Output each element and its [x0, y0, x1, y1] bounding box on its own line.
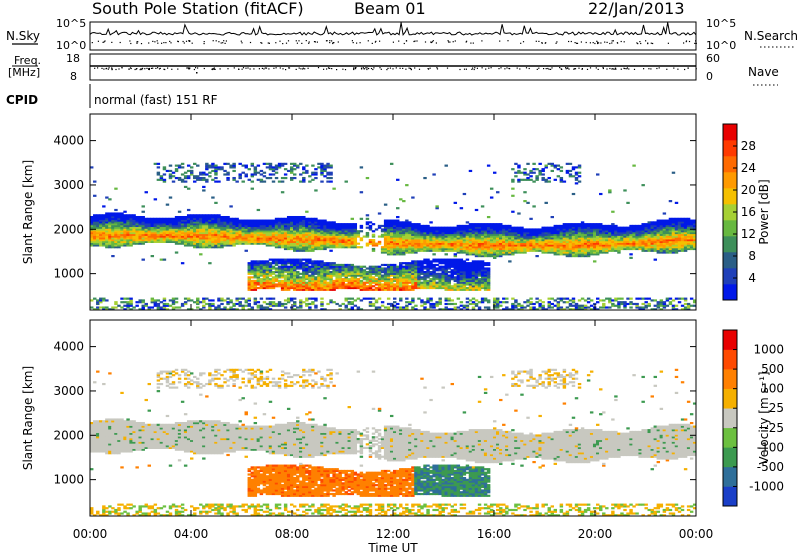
- cpid-label: CPID: [6, 93, 38, 107]
- velocity-colorbar-label: Velocity [m s⁻¹]: [757, 371, 771, 464]
- beam-title: Beam 01: [354, 0, 426, 18]
- power-colorbar-segment: [723, 220, 737, 237]
- power-colorbar-segment: [723, 268, 737, 285]
- power-colorbar-tick: 16: [741, 205, 756, 219]
- nsearch-tick-top: 10^5: [706, 17, 736, 30]
- velocity-colorbar-segment: [723, 486, 737, 507]
- power-heatmap: [90, 162, 697, 311]
- xtick-label: 00:00: [73, 527, 108, 541]
- velocity-colorbar-segment: [723, 388, 737, 409]
- power-colorbar-segment: [723, 284, 737, 301]
- date-title: 22/Jan/2013: [588, 0, 685, 18]
- power-colorbar-segment: [723, 124, 737, 141]
- velocity-ytick-label: 1000: [53, 473, 84, 487]
- xtick-label: 04:00: [174, 527, 209, 541]
- power-ytick-label: 4000: [53, 134, 84, 148]
- nave-label: Nave: [748, 65, 779, 79]
- velocity-ylabel: Slant Range [km]: [21, 366, 35, 470]
- velocity-heatmap: [90, 368, 697, 517]
- cpid-value: normal (fast) 151 RF: [94, 93, 218, 107]
- nsky-trace: [89, 22, 697, 45]
- velocity-colorbar-segment: [723, 466, 737, 487]
- nsearch-label: N.Search: [744, 29, 798, 43]
- nsky-tick-bottom: 10^0: [56, 39, 86, 52]
- velocity-colorbar-segment: [723, 447, 737, 468]
- freq-trace: [90, 65, 697, 74]
- power-colorbar-tick: 24: [741, 161, 756, 175]
- velocity-colorbar-tick: 25: [769, 401, 784, 415]
- freq-tick-top: 18: [66, 52, 80, 65]
- velocity-panel: 1000 2000 3000 4000 00:00 04:00 08:00 12:00 16:…: [21, 319, 714, 554]
- xtick-label: 16:00: [477, 527, 512, 541]
- velocity-colorbar-tick: -500: [757, 460, 784, 474]
- xtick-label: 20:00: [578, 527, 613, 541]
- nsearch-tick-bottom: 10^0: [706, 39, 736, 52]
- nsky-panel: [89, 21, 697, 51]
- velocity-colorbar-segment: [723, 369, 737, 389]
- power-colorbar-segment: [723, 252, 737, 269]
- power-colorbar-tick: 12: [741, 227, 756, 241]
- velocity-colorbar-segment: [723, 330, 737, 350]
- velocity-colorbar-segment: [723, 408, 737, 429]
- velocity-colorbar-tick: -25: [764, 421, 784, 435]
- velocity-ytick-label: 2000: [53, 428, 84, 442]
- nsky-tick-top: 10^5: [56, 17, 86, 30]
- power-ytick-label: 1000: [53, 267, 84, 281]
- freq-tick-bottom: 8: [70, 70, 77, 83]
- power-ytick-label: 3000: [53, 178, 84, 192]
- velocity-colorbar-segment: [723, 427, 737, 448]
- velocity-colorbar: 1000 500 100 25 -25 -100 -500 -1000: [722, 329, 784, 507]
- power-colorbar-segment: [723, 156, 737, 173]
- power-colorbar: 4 8 12 16 20 24 28: [722, 123, 756, 301]
- power-colorbar-label: Power [dB]: [757, 179, 771, 244]
- power-colorbar-tick: 4: [748, 271, 756, 285]
- power-panel: 1000 2000 3000 4000 Slant Range [km]: [21, 113, 697, 311]
- station-title: South Pole Station (fitACF): [92, 0, 304, 18]
- velocity-colorbar-tick: 100: [761, 382, 784, 396]
- xtick-label: 08:00: [275, 527, 310, 541]
- power-colorbar-segment: [723, 236, 737, 253]
- velocity-colorbar-tick: 1000: [753, 343, 784, 357]
- freq-panel: [89, 53, 697, 81]
- power-colorbar-tick: 8: [748, 249, 756, 263]
- power-ylabel: Slant Range [km]: [21, 160, 35, 264]
- nave-tick-top: 60: [706, 52, 720, 65]
- xaxis-label: Time UT: [367, 541, 418, 554]
- power-colorbar-segment: [723, 172, 737, 189]
- xtick-label: 12:00: [376, 527, 411, 541]
- freq-label: Freq.: [14, 54, 41, 67]
- velocity-colorbar-tick: -100: [757, 440, 784, 454]
- velocity-colorbar-segment: [723, 349, 737, 370]
- nsky-label: N.Sky: [6, 29, 40, 43]
- power-colorbar-segment: [723, 188, 737, 205]
- power-colorbar-tick: 20: [741, 183, 756, 197]
- nave-tick-bottom: 0: [706, 70, 713, 83]
- xtick-label: 00:00: [679, 527, 714, 541]
- velocity-colorbar-tick: -1000: [749, 479, 784, 493]
- velocity-ytick-label: 4000: [53, 340, 84, 354]
- power-colorbar-tick: 28: [741, 139, 756, 153]
- freq-unit-label: [MHz]: [8, 66, 40, 79]
- power-ytick-label: 2000: [53, 222, 84, 236]
- power-colorbar-segment: [723, 204, 737, 221]
- velocity-ytick-label: 3000: [53, 384, 84, 398]
- power-colorbar-segment: [723, 140, 737, 157]
- velocity-colorbar-tick: 500: [761, 362, 784, 376]
